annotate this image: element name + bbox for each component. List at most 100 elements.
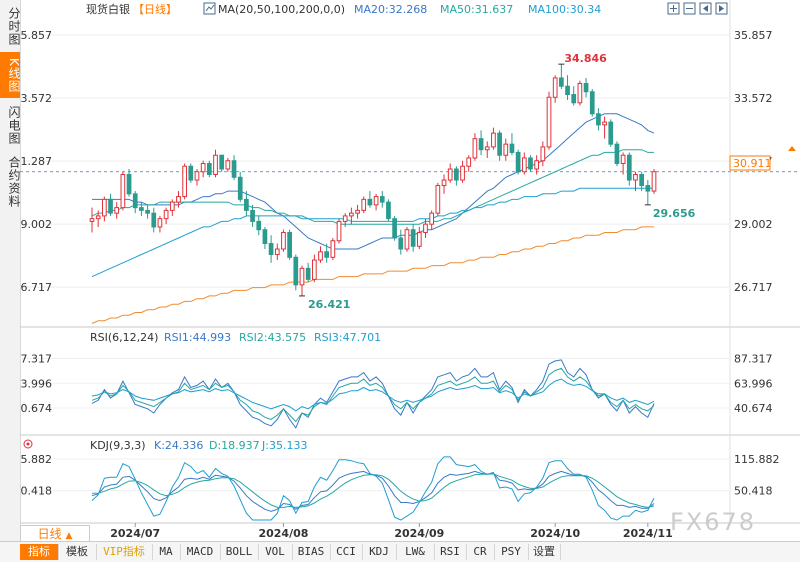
indicator-tab-cr[interactable]: CR: [466, 544, 495, 560]
candle-body: [552, 77, 558, 98]
candle-body: [182, 165, 187, 198]
candle-body: [454, 168, 459, 181]
left-rsi-tick-label: 87.317: [20, 352, 52, 365]
indicator-tab-kdj[interactable]: KDJ: [362, 544, 397, 560]
rsi-line-rsi2: [91, 367, 655, 423]
current-price-marker: 30.911: [729, 146, 796, 171]
indicator-tab-ma[interactable]: MA: [152, 544, 181, 560]
kdj-k-value: K:24.336: [154, 439, 203, 452]
candle-body: [169, 201, 175, 211]
candle-body: [151, 212, 157, 228]
indicator-tab-boll[interactable]: BOLL: [220, 544, 259, 560]
zoom-in-icon[interactable]: [667, 2, 680, 15]
candle-body: [410, 229, 416, 247]
candle-body: [633, 174, 638, 181]
kdj-tick-label: 50.418: [734, 485, 773, 498]
rsi-tick-label: 40.674: [734, 402, 773, 415]
indicator-tab-vol[interactable]: VOL: [258, 544, 293, 560]
indicator-tab-14[interactable]: 设置: [528, 544, 561, 560]
left-price-tick-label: 35.857: [20, 29, 52, 42]
candle-body: [342, 215, 348, 222]
kdj-tick-label: 115.882: [734, 453, 780, 466]
candle-body: [299, 267, 305, 286]
current-price-box: [729, 155, 771, 171]
kdj-d-value: D:18.937: [209, 439, 260, 452]
candle-body: [281, 231, 286, 250]
candle-body: [626, 154, 632, 181]
candle-body: [274, 248, 280, 256]
indicator-tab-1[interactable]: 模板: [58, 544, 97, 560]
x-axis-label: 2024/08: [258, 527, 308, 540]
side-tab-time-chart[interactable]: 分时图: [7, 6, 21, 46]
candle-body: [577, 82, 583, 104]
side-tab-kline[interactable]: K线图: [0, 52, 21, 98]
chart-area: 现货白银 【日线】 MA(20,50,100,200,0,0) MA20:32.…: [0, 0, 800, 541]
candle-body: [361, 198, 367, 211]
candle-body: [472, 138, 478, 159]
chart-toolbar: [667, 2, 728, 15]
candle-body: [416, 231, 422, 247]
ma20-value: MA20:32.268: [354, 3, 427, 16]
ma-line-ma100: [91, 187, 654, 278]
period-selector-label: 日线: [37, 527, 62, 541]
candle-body: [318, 251, 323, 261]
price-tick-label: 33.572: [734, 92, 773, 105]
candle-body: [330, 240, 336, 258]
candle-body: [200, 162, 206, 173]
zoom-out-icon[interactable]: [683, 2, 696, 15]
rsi-tick-label: 63.996: [734, 377, 773, 390]
candle-body: [157, 218, 163, 228]
candle-body: [132, 193, 138, 209]
left-price-tick-label: 26.717: [20, 281, 52, 294]
candle-body: [435, 185, 441, 214]
chart-title: 现货白银: [86, 2, 130, 16]
candle-body: [528, 157, 533, 170]
period-tag: 【日线】: [133, 2, 177, 16]
candle-body: [460, 165, 465, 181]
candle-body: [398, 237, 404, 250]
candle-body: [256, 220, 262, 231]
candle-body: [95, 215, 101, 220]
low-annotation-nov: 29.656: [653, 207, 696, 220]
indicator-tab-0[interactable]: 指标: [20, 544, 59, 560]
kdj-settings-icon[interactable]: [23, 439, 33, 449]
rsi2-value: RSI2:43.575: [239, 331, 306, 344]
indicator-tab-macd[interactable]: MACD: [180, 544, 221, 560]
indicator-tab-cci[interactable]: CCI: [330, 544, 363, 560]
candle-body: [324, 251, 330, 258]
side-tab-flash-chart[interactable]: 闪电图: [7, 105, 21, 145]
candle-body: [540, 146, 546, 162]
indicator-tab-psy[interactable]: PSY: [494, 544, 529, 560]
candle-body: [355, 209, 360, 214]
indicator-tab-vip[interactable]: VIP指标: [96, 544, 153, 560]
indicator-settings-icon[interactable]: [203, 2, 216, 15]
scroll-left-icon[interactable]: [699, 2, 712, 15]
candle-body: [620, 154, 626, 164]
rsi1-value: RSI1:44.993: [164, 331, 231, 344]
indicator-tab-lw[interactable]: LW&: [396, 544, 435, 560]
candle-body: [336, 220, 342, 242]
candle-body: [589, 91, 595, 115]
side-tab-contract-info[interactable]: 合约资料: [7, 156, 21, 208]
candle-body: [268, 243, 274, 256]
price-tick-label: 29.002: [734, 218, 773, 231]
ma-line-ma50: [91, 149, 654, 225]
candle-body: [497, 132, 502, 156]
rsi-line-rsi3: [91, 378, 655, 412]
candle-body: [534, 160, 540, 170]
chart-svg[interactable]: 现货白银 【日线】 MA(20,50,100,200,0,0) MA20:32.…: [0, 0, 800, 541]
candle-body: [188, 165, 194, 181]
indicator-tab-rsi[interactable]: RSI: [434, 544, 467, 560]
candle-body: [114, 207, 120, 214]
candle-body: [145, 209, 150, 214]
rsi3-value: RSI3:47.701: [314, 331, 381, 344]
rsi-tick-label: 87.317: [734, 352, 773, 365]
candle-body: [287, 231, 292, 258]
scroll-right-icon[interactable]: [715, 2, 728, 15]
candle-body: [423, 223, 428, 233]
candle-body: [441, 179, 447, 187]
candle-body: [206, 162, 212, 176]
indicator-tab-bias[interactable]: BIAS: [292, 544, 331, 560]
candle-body: [194, 171, 200, 181]
candle-body: [225, 160, 231, 170]
